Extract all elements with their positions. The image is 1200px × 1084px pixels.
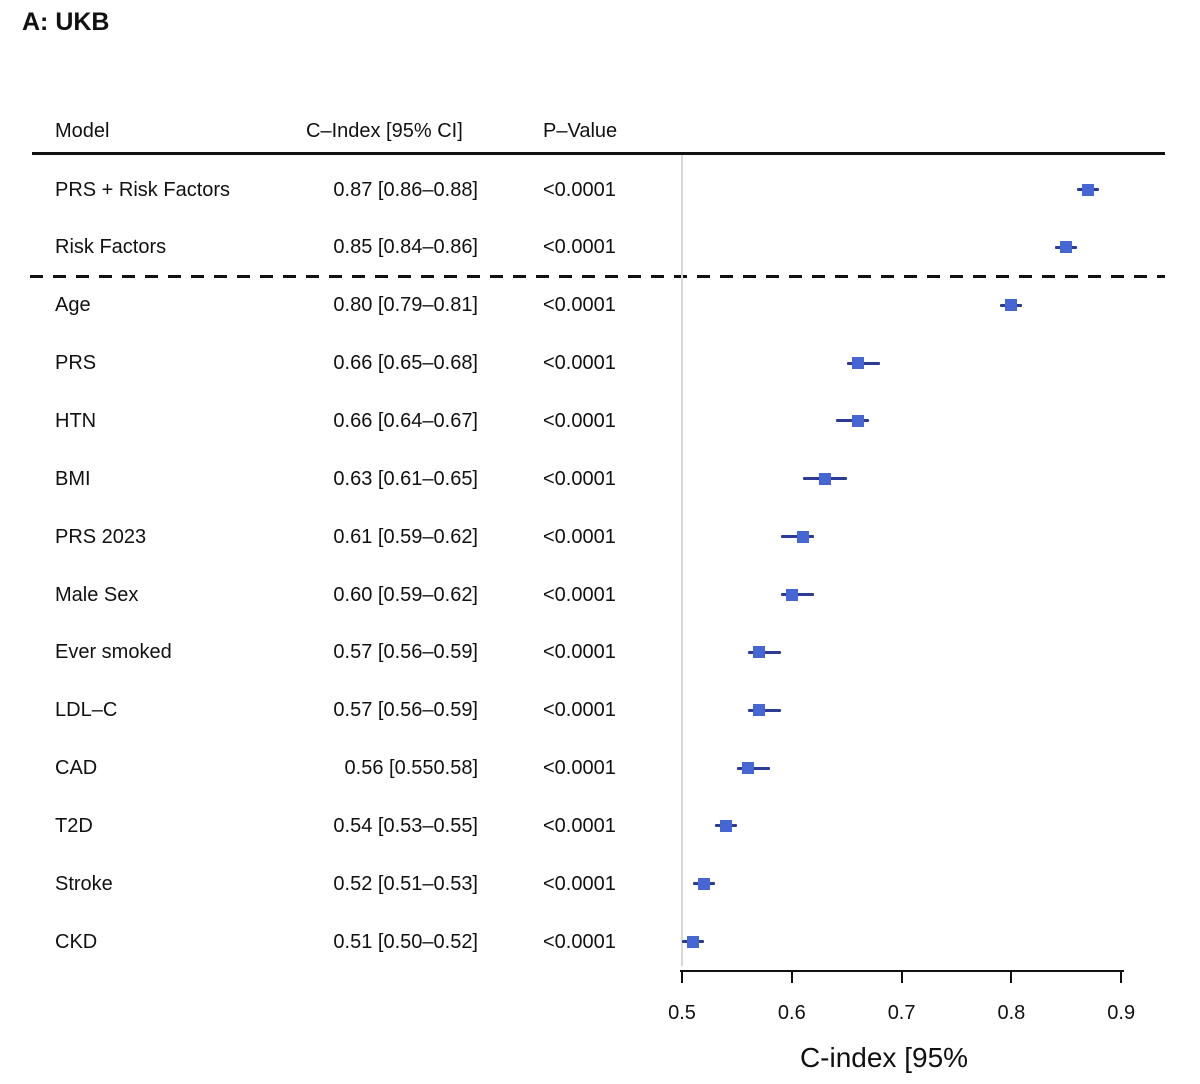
model-label: PRS 2023 <box>55 525 147 548</box>
pvalue-value: <0.0001 <box>543 467 616 490</box>
model-label: Age <box>55 294 91 317</box>
cindex-value: 0.51 [0.50–0.52] <box>333 930 478 953</box>
x-axis-tick-label: 0.8 <box>997 1002 1026 1024</box>
x-axis-tick <box>900 970 903 983</box>
point-estimate-marker <box>851 414 864 427</box>
x-axis-tick-label: 0.9 <box>1107 1002 1136 1024</box>
point-estimate-marker <box>687 935 699 948</box>
point-estimate-marker <box>796 530 809 543</box>
page-title: A: UKB <box>22 8 110 36</box>
point-estimate-marker <box>741 762 754 774</box>
dashed-separator-line <box>30 275 1165 278</box>
column-header-model: Model <box>55 120 110 142</box>
x-axis-title: C-index [95% <box>799 1042 969 1073</box>
cindex-value: 0.52 [0.51–0.53] <box>333 872 478 895</box>
model-label: PRS <box>55 352 97 375</box>
x-axis-tick-label: 0.7 <box>887 1002 916 1024</box>
point-estimate-marker <box>1005 299 1018 312</box>
pvalue-value: <0.0001 <box>543 872 616 895</box>
x-axis-tick <box>1120 970 1123 983</box>
point-estimate-marker <box>785 588 798 601</box>
pvalue-value: <0.0001 <box>543 525 616 548</box>
point-estimate-marker <box>1082 183 1095 196</box>
point-estimate-marker <box>851 357 864 370</box>
point-estimate-marker <box>752 704 765 717</box>
pvalue-value: <0.0001 <box>543 236 616 259</box>
reference-line-0.5 <box>681 155 683 966</box>
cindex-value: 0.57 [0.56–0.59] <box>333 641 478 664</box>
model-label: PRS + Risk Factors <box>55 178 231 201</box>
model-label: LDL–C <box>55 699 118 722</box>
model-label: Stroke <box>55 872 113 895</box>
cindex-value: 0.57 [0.56–0.59] <box>333 699 478 722</box>
model-label: Risk Factors <box>55 236 167 259</box>
point-estimate-marker <box>698 877 710 890</box>
model-label: T2D <box>55 814 93 837</box>
cindex-value: 0.60 [0.59–0.62] <box>333 583 478 606</box>
pvalue-value: <0.0001 <box>543 583 616 606</box>
point-estimate-marker <box>719 819 732 832</box>
pvalue-value: <0.0001 <box>543 757 616 779</box>
cindex-value: 0.66 [0.65–0.68] <box>333 352 478 375</box>
pvalue-value: <0.0001 <box>543 641 616 664</box>
cindex-value: 0.56 [0.550.58] <box>344 757 478 779</box>
point-estimate-marker <box>818 472 831 485</box>
header-separator-line <box>32 152 1165 155</box>
cindex-value: 0.87 [0.86–0.88] <box>333 178 478 201</box>
cindex-value: 0.80 [0.79–0.81] <box>333 294 478 317</box>
column-header-pvalue: P–Value <box>543 120 618 142</box>
cindex-value: 0.54 [0.53–0.55] <box>333 814 478 837</box>
x-axis-tick-label: 0.6 <box>777 1002 806 1024</box>
model-label: Ever smoked <box>55 641 172 664</box>
cindex-value: 0.63 [0.61–0.65] <box>333 467 478 490</box>
pvalue-value: <0.0001 <box>543 409 616 432</box>
model-label: CAD <box>55 757 98 779</box>
model-label: Male Sex <box>55 583 139 606</box>
model-label: BMI <box>55 467 91 490</box>
model-label: CKD <box>55 930 98 953</box>
pvalue-value: <0.0001 <box>543 178 616 201</box>
point-estimate-marker <box>1060 241 1073 254</box>
cindex-value: 0.85 [0.84–0.86] <box>333 236 478 259</box>
x-axis-tick <box>1010 970 1013 983</box>
x-axis-tick <box>681 970 683 983</box>
x-axis-tick <box>790 970 793 983</box>
model-label: HTN <box>55 409 97 432</box>
pvalue-value: <0.0001 <box>543 814 616 837</box>
point-estimate-marker <box>752 646 765 659</box>
pvalue-value: <0.0001 <box>543 930 616 953</box>
pvalue-value: <0.0001 <box>543 294 616 317</box>
column-header-cindex: C–Index [95% CI] <box>306 120 463 142</box>
x-axis-tick-label: 0.5 <box>668 1002 696 1024</box>
pvalue-value: <0.0001 <box>543 352 616 375</box>
cindex-value: 0.61 [0.59–0.62] <box>333 525 478 548</box>
pvalue-value: <0.0001 <box>543 699 616 722</box>
cindex-value: 0.66 [0.64–0.67] <box>333 409 478 432</box>
